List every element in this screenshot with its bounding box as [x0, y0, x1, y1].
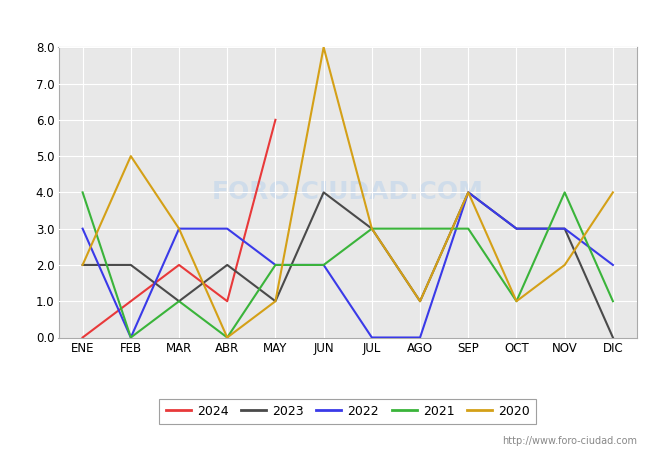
Text: Matriculaciones de Vehiculos en Laukiz: Matriculaciones de Vehiculos en Laukiz — [162, 14, 488, 33]
Legend: 2024, 2023, 2022, 2021, 2020: 2024, 2023, 2022, 2021, 2020 — [159, 399, 536, 424]
Text: FORO-CIUDAD.COM: FORO-CIUDAD.COM — [212, 180, 484, 204]
Text: http://www.foro-ciudad.com: http://www.foro-ciudad.com — [502, 436, 637, 446]
